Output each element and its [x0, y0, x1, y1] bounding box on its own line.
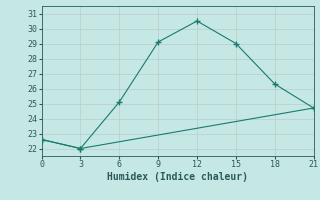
- X-axis label: Humidex (Indice chaleur): Humidex (Indice chaleur): [107, 172, 248, 182]
